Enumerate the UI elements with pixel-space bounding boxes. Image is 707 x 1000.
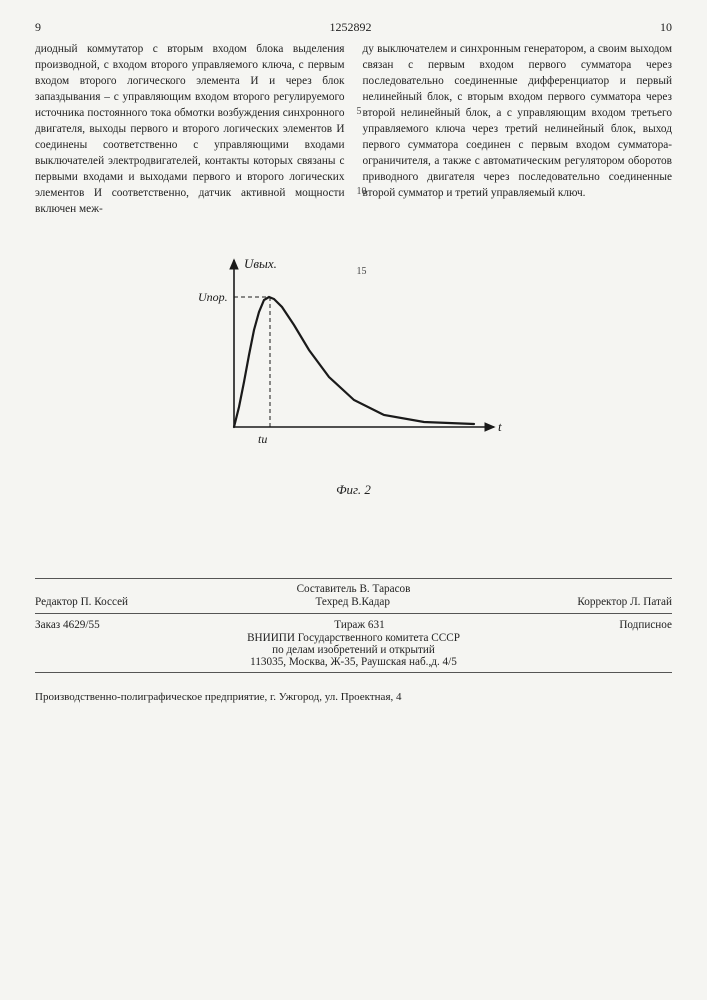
response-curve-chart: Uвых. t Uпор. tи xyxy=(194,242,514,472)
corrector: Корректор Л. Патай xyxy=(577,596,672,608)
techred: Техред В.Кадар xyxy=(315,596,390,608)
tirazh: Тираж 631 xyxy=(334,619,384,631)
svg-text:tи: tи xyxy=(258,432,267,446)
body-col-left: диодный коммутатор с вторым входом блока… xyxy=(35,41,345,217)
svg-text:t: t xyxy=(498,419,502,434)
org-line-1: ВНИИПИ Государственного комитета СССР xyxy=(35,632,672,644)
compiler: Составитель В. Тарасов xyxy=(35,583,672,595)
patent-number: 1252892 xyxy=(330,20,372,35)
org-line-2: по делам изобретений и открытий xyxy=(35,644,672,656)
figure-caption: Фиг. 2 xyxy=(35,482,672,498)
press-line: Производственно-полиграфическое предприя… xyxy=(35,691,672,703)
editor: Редактор П. Коссей xyxy=(35,596,128,608)
svg-text:Uвых.: Uвых. xyxy=(244,256,277,271)
body-col-right: ду выключателем и синхронным генератором… xyxy=(363,41,673,201)
colophon: Составитель В. Тарасов Редактор П. Коссе… xyxy=(35,578,672,703)
order: Заказ 4629/55 xyxy=(35,619,100,631)
page-left: 9 xyxy=(35,20,41,35)
subscription: Подписное xyxy=(619,619,672,631)
svg-text:Uпор.: Uпор. xyxy=(198,290,228,304)
page-right: 10 xyxy=(660,20,672,35)
org-addr: 113035, Москва, Ж-35, Раушская наб.,д. 4… xyxy=(35,656,672,668)
